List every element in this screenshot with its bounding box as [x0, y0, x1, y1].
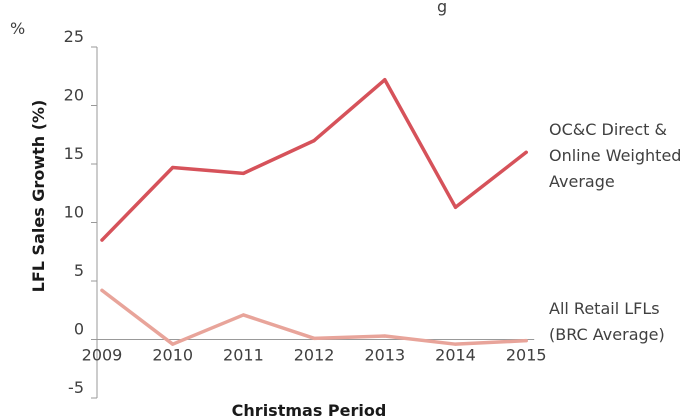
series-lines [100, 78, 528, 346]
x-axis-ticks: 2009 2010 2011 2012 2013 2014 2015 [82, 346, 547, 365]
series-line-0 [100, 78, 528, 242]
series-point [383, 78, 387, 82]
x-tick-label: 2012 [294, 346, 335, 365]
series-point [171, 342, 175, 346]
y-axis-ticks: 25 20 15 10 5 0 -5 [64, 27, 97, 399]
y-tick-label: 0 [74, 320, 84, 339]
y-tick-label: 25 [64, 27, 84, 46]
series-point [312, 139, 316, 143]
series-label-1: All Retail LFLs (BRC Average) [549, 299, 665, 344]
series-point [383, 334, 387, 338]
series-label-line: All Retail LFLs [549, 299, 660, 318]
series-point [312, 336, 316, 340]
series-label-line: (BRC Average) [549, 325, 665, 344]
series-label-line: Online Weighted [549, 146, 681, 165]
series-point [100, 238, 104, 242]
series-label-0: OC&C Direct & Online Weighted Average [549, 120, 681, 191]
x-tick-label: 2015 [506, 346, 547, 365]
unit-label: % [10, 19, 25, 38]
series-label-line: Average [549, 172, 615, 191]
y-tick-label: 20 [64, 86, 84, 105]
series-point [453, 342, 458, 346]
y-tick-label: -5 [68, 378, 84, 397]
y-tick-label: 5 [74, 261, 84, 280]
y-tick-label: 10 [64, 203, 84, 222]
series-line-1 [100, 288, 528, 346]
series-point [100, 288, 104, 292]
series-label-line: OC&C Direct & [549, 120, 667, 139]
series-labels: OC&C Direct & Online Weighted Average All R… [549, 120, 681, 344]
series-point [241, 171, 245, 175]
top-text: g [437, 0, 447, 16]
series-point [171, 165, 175, 170]
x-tick-label: 2014 [435, 346, 476, 365]
series-point [524, 150, 528, 154]
x-tick-label: 2009 [82, 346, 123, 365]
y-axis-title: LFL Sales Growth (%) [29, 100, 48, 293]
y-tick-label: 15 [64, 144, 84, 163]
x-axis-title: Christmas Period [232, 401, 387, 419]
series-point [241, 313, 245, 317]
x-tick-label: 2010 [152, 346, 193, 365]
series-point [453, 205, 458, 209]
x-tick-label: 2011 [223, 346, 264, 365]
series-point [524, 339, 528, 343]
x-tick-label: 2013 [364, 346, 405, 365]
